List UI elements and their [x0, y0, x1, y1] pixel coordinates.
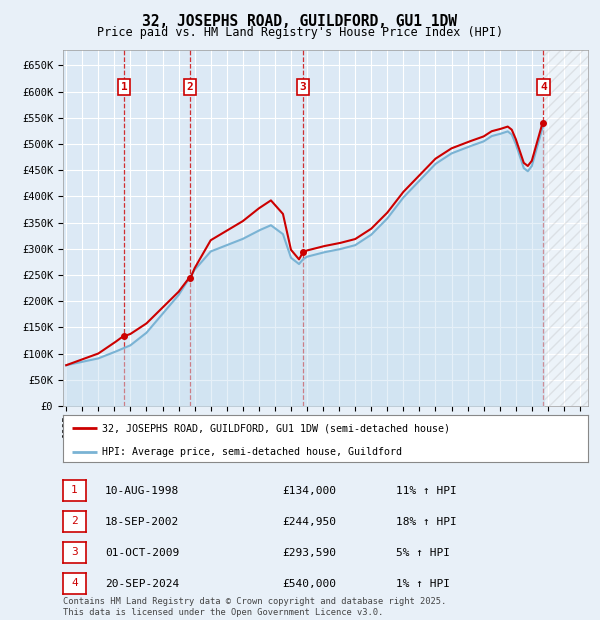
- Text: 32, JOSEPHS ROAD, GUILDFORD, GU1 1DW (semi-detached house): 32, JOSEPHS ROAD, GUILDFORD, GU1 1DW (se…: [103, 423, 451, 433]
- Text: 2: 2: [187, 82, 193, 92]
- Text: 2: 2: [71, 516, 78, 526]
- Text: £293,590: £293,590: [282, 548, 336, 558]
- Text: Contains HM Land Registry data © Crown copyright and database right 2025.
This d: Contains HM Land Registry data © Crown c…: [63, 598, 446, 617]
- Text: HPI: Average price, semi-detached house, Guildford: HPI: Average price, semi-detached house,…: [103, 446, 403, 457]
- Text: 4: 4: [71, 578, 78, 588]
- Text: 1: 1: [71, 485, 78, 495]
- Text: 20-SEP-2024: 20-SEP-2024: [105, 579, 179, 589]
- Text: 18-SEP-2002: 18-SEP-2002: [105, 517, 179, 527]
- Text: 5% ↑ HPI: 5% ↑ HPI: [396, 548, 450, 558]
- Text: 3: 3: [71, 547, 78, 557]
- Text: 18% ↑ HPI: 18% ↑ HPI: [396, 517, 457, 527]
- Bar: [544, 50, 588, 406]
- Text: £244,950: £244,950: [282, 517, 336, 527]
- Text: 3: 3: [299, 82, 307, 92]
- Text: £134,000: £134,000: [282, 486, 336, 496]
- Text: 1: 1: [121, 82, 128, 92]
- Text: 10-AUG-1998: 10-AUG-1998: [105, 486, 179, 496]
- Text: 01-OCT-2009: 01-OCT-2009: [105, 548, 179, 558]
- Text: 11% ↑ HPI: 11% ↑ HPI: [396, 486, 457, 496]
- Text: 1% ↑ HPI: 1% ↑ HPI: [396, 579, 450, 589]
- Text: 4: 4: [540, 82, 547, 92]
- Text: Price paid vs. HM Land Registry's House Price Index (HPI): Price paid vs. HM Land Registry's House …: [97, 26, 503, 39]
- Text: £540,000: £540,000: [282, 579, 336, 589]
- Text: 32, JOSEPHS ROAD, GUILDFORD, GU1 1DW: 32, JOSEPHS ROAD, GUILDFORD, GU1 1DW: [143, 14, 458, 29]
